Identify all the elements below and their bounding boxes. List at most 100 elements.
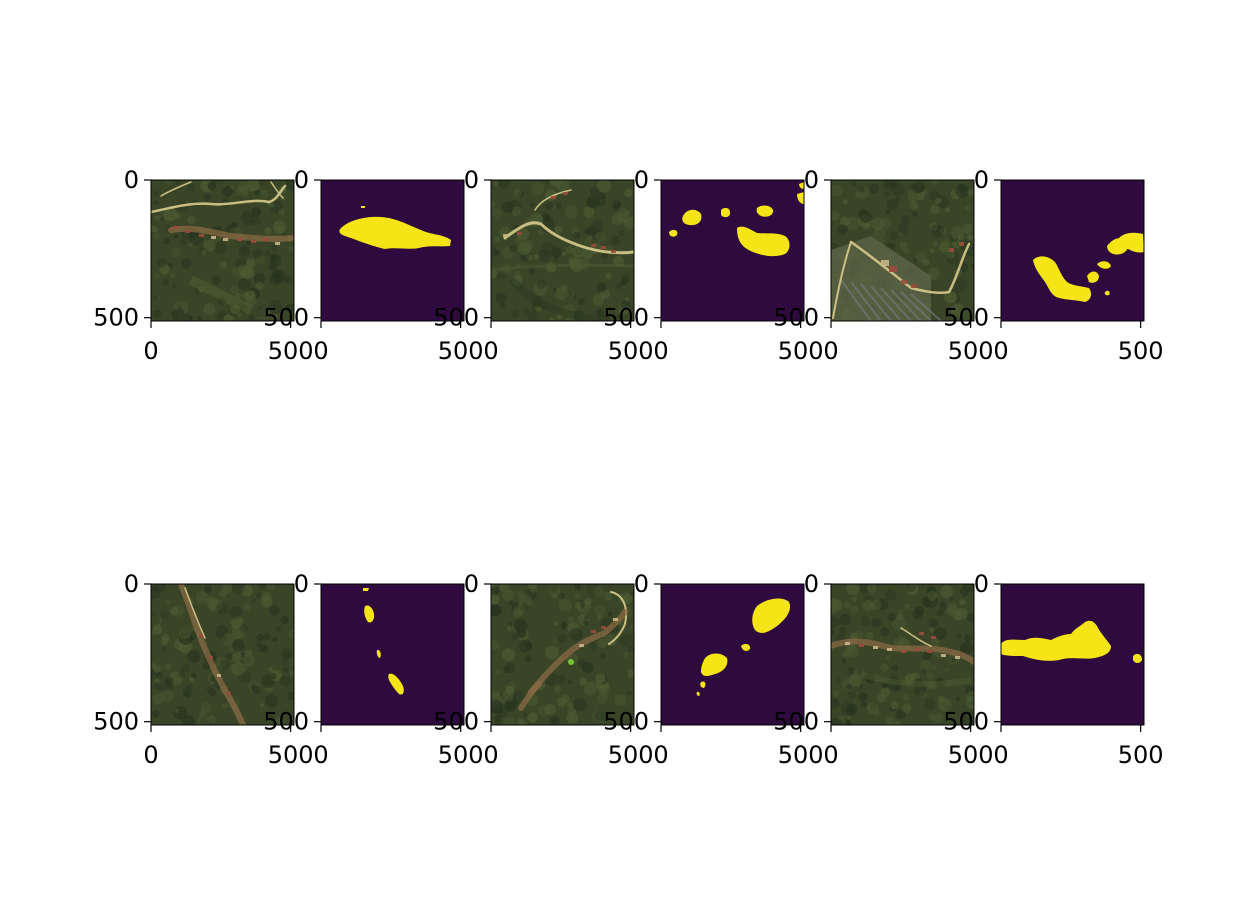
mask-background <box>321 584 464 725</box>
axes-frame <box>150 583 295 726</box>
y-tick-label: 500 <box>603 708 649 736</box>
mask-region <box>721 207 731 218</box>
mask-region <box>797 192 804 204</box>
mask-region <box>700 681 706 688</box>
vegetation-texture <box>491 180 634 321</box>
image-plot-area <box>491 180 634 321</box>
land-features <box>831 627 974 688</box>
mask-plot-area <box>321 180 464 321</box>
x-tick-label: 0 <box>143 741 158 769</box>
mask-region <box>696 691 700 696</box>
y-tick-label: 500 <box>93 304 139 332</box>
y-tick-label: 0 <box>634 166 649 194</box>
axes-frame <box>490 583 635 726</box>
y-tick-label: 500 <box>263 708 309 736</box>
x-tick-label: 500 <box>438 741 484 769</box>
x-tick-label: 500 <box>438 337 484 365</box>
y-tick-label: 500 <box>263 304 309 332</box>
mask-region <box>1118 232 1144 253</box>
mask-region <box>682 209 702 226</box>
mask-region <box>388 673 404 695</box>
image-plot-area <box>151 584 294 725</box>
axes-frame <box>660 583 805 726</box>
x-tick-label: 0 <box>993 741 1008 769</box>
x-tick-label: 0 <box>823 337 838 365</box>
x-tick-label: 0 <box>653 337 668 365</box>
mask-plot-area <box>661 180 804 321</box>
y-tick-label: 500 <box>943 304 989 332</box>
x-tick-label: 0 <box>313 741 328 769</box>
x-tick-label: 0 <box>653 741 668 769</box>
y-tick-label: 500 <box>433 708 479 736</box>
y-tick-label: 0 <box>804 166 819 194</box>
y-tick-label: 0 <box>804 570 819 598</box>
y-tick-label: 0 <box>294 166 309 194</box>
y-tick-label: 500 <box>943 708 989 736</box>
x-tick-label: 0 <box>483 337 498 365</box>
x-tick-label: 500 <box>948 741 994 769</box>
mask-region <box>1104 290 1110 296</box>
y-tick-label: 500 <box>773 304 819 332</box>
x-tick-label: 0 <box>483 741 498 769</box>
y-tick-label: 0 <box>124 570 139 598</box>
axes-frame <box>320 179 465 322</box>
x-tick-label: 0 <box>823 741 838 769</box>
axes-frame <box>830 179 975 322</box>
x-tick-label: 500 <box>608 337 654 365</box>
x-tick-label: 500 <box>1118 337 1164 365</box>
y-tick-label: 500 <box>773 708 819 736</box>
axes-frame <box>490 179 635 322</box>
image-plot-area <box>151 180 294 321</box>
x-tick-label: 500 <box>608 741 654 769</box>
x-tick-label: 500 <box>1118 741 1164 769</box>
x-tick-label: 500 <box>268 741 314 769</box>
y-tick-label: 0 <box>464 570 479 598</box>
x-tick-label: 0 <box>993 337 1008 365</box>
axes-frame <box>660 179 805 322</box>
x-tick-label: 500 <box>268 337 314 365</box>
mask-region <box>701 653 728 676</box>
y-tick-label: 0 <box>974 166 989 194</box>
axes-frame <box>830 583 975 726</box>
image-plot-area <box>831 180 974 321</box>
y-tick-label: 500 <box>603 304 649 332</box>
mask-region <box>363 588 369 591</box>
y-tick-label: 500 <box>93 708 139 736</box>
x-tick-label: 500 <box>778 337 824 365</box>
mask-plot-area <box>1001 584 1144 725</box>
mask-region <box>741 643 751 651</box>
mask-region <box>799 182 804 189</box>
image-plot-area <box>831 584 974 725</box>
land-features <box>178 584 246 725</box>
x-tick-label: 500 <box>948 337 994 365</box>
y-tick-label: 0 <box>974 570 989 598</box>
axes-frame <box>150 179 295 322</box>
y-tick-label: 0 <box>634 570 649 598</box>
axes-frame <box>1000 583 1145 726</box>
mask-region <box>1001 620 1111 661</box>
mask-region <box>737 226 790 257</box>
mask-region <box>364 605 375 623</box>
